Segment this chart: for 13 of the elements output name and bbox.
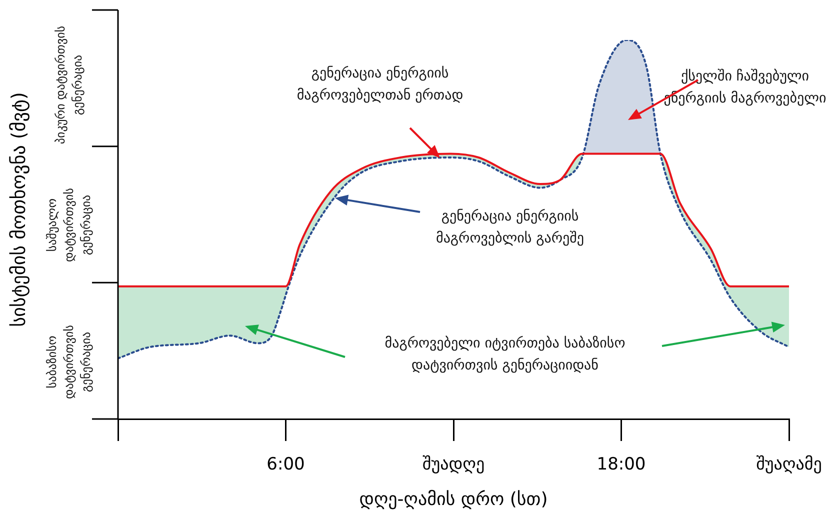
text: საშუალო დატვირთვის გენერაცია: [45, 188, 94, 262]
text: პიკური დატვირთვის გენერაცია: [54, 26, 85, 144]
x-tick-label: 18:00: [596, 454, 646, 475]
x-tick-label: 6:00: [266, 454, 305, 475]
annotation: გენერაცია ენერგიის მაგროვებლის გარეშე: [436, 208, 584, 247]
x-tick-label: შუაღამე: [756, 454, 822, 475]
annotation: ქსელში ჩაშვებული ენერგიის მაგროვებელი: [664, 68, 826, 107]
y-axis-title: სისტემის მოთხოვნა (მვტ): [8, 92, 30, 327]
text: საბაზისო დატვირთვის გენერაცია: [45, 325, 94, 399]
x-tick-label: შუადღე: [422, 454, 485, 475]
annotation: მაგროვებელი იტვირთება საბაზისო დატვირთვის გენერაციიდან: [384, 336, 626, 374]
x-axis-title: დღე-ღამის დრო (სთ): [359, 488, 548, 510]
annotation: გენერაცია ენერგიის მაგროვებელთან ერთად: [296, 66, 464, 104]
